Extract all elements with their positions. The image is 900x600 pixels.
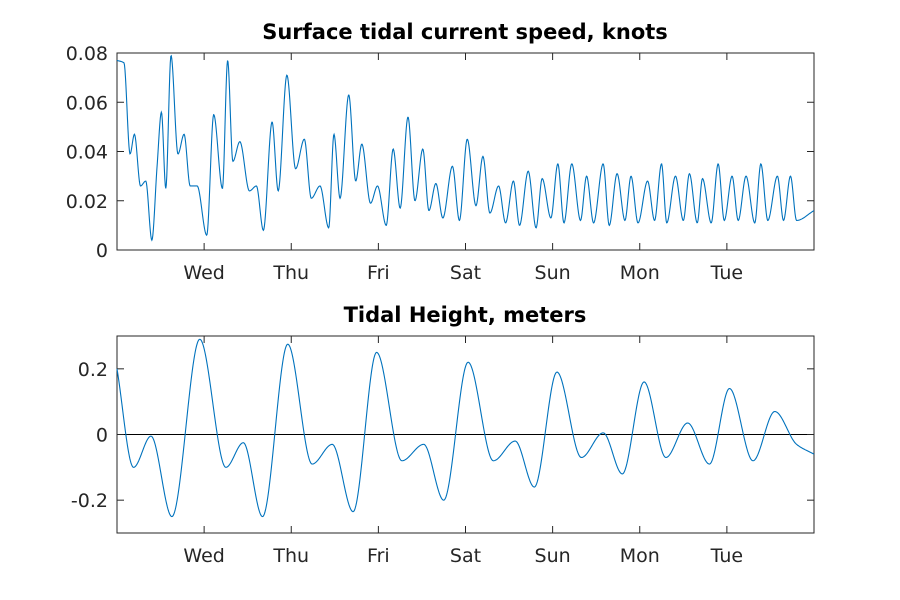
current-speed-ytick-label: 0 bbox=[96, 240, 108, 262]
current-speed-ytick-label: 0.06 bbox=[66, 92, 108, 114]
tidal-height-xtick-label: Sun bbox=[535, 545, 571, 567]
current-speed-xtick-label: Tue bbox=[710, 262, 743, 284]
tidal-height-ytick-label: 0 bbox=[96, 425, 108, 447]
current-speed-ytick-label: 0.04 bbox=[66, 142, 108, 164]
tidal-height-xtick-label: Thu bbox=[272, 545, 309, 567]
tidal-height-xtick-label: Tue bbox=[710, 545, 743, 567]
current-speed-xtick-label: Fri bbox=[367, 262, 390, 284]
tidal-height-xtick-label: Sat bbox=[450, 545, 481, 567]
current-speed-xtick-label: Sun bbox=[535, 262, 571, 284]
current-speed-ytick-label: 0.02 bbox=[66, 191, 108, 213]
tidal-height-xtick-label: Mon bbox=[620, 545, 660, 567]
current-speed-ytick-label: 0.08 bbox=[66, 43, 108, 65]
current-speed-xtick-label: Wed bbox=[183, 262, 224, 284]
tidal-height-panel: Tidal Height, meters -0.2 0 0.2 Wed Thu Fri Sa… bbox=[71, 303, 815, 567]
current-speed-panel: Surface tidal current speed, knots 0 0.02… bbox=[66, 20, 815, 284]
tidal-height-ticks: -0.2 0 0.2 Wed Thu Fri Sat Sun Mon Tue bbox=[71, 336, 814, 567]
tidal-height-title: Tidal Height, meters bbox=[344, 303, 587, 327]
current-speed-xtick-label: Sat bbox=[450, 262, 481, 284]
tidal-height-ytick-label: 0.2 bbox=[78, 359, 108, 381]
current-speed-line bbox=[116, 54, 815, 242]
tidal-height-ytick-label: -0.2 bbox=[71, 490, 108, 512]
current-speed-title: Surface tidal current speed, knots bbox=[262, 20, 668, 44]
current-speed-ticks: 0 0.02 0.04 0.06 0.08 Wed Thu Fri Sat Sun Mon Tue bbox=[66, 43, 814, 284]
tidal-height-line bbox=[116, 338, 815, 518]
tidal-height-xtick-label: Fri bbox=[367, 545, 390, 567]
tidal-height-xtick-label: Wed bbox=[183, 545, 224, 567]
current-speed-xtick-label: Thu bbox=[272, 262, 309, 284]
current-speed-xtick-label: Mon bbox=[620, 262, 660, 284]
